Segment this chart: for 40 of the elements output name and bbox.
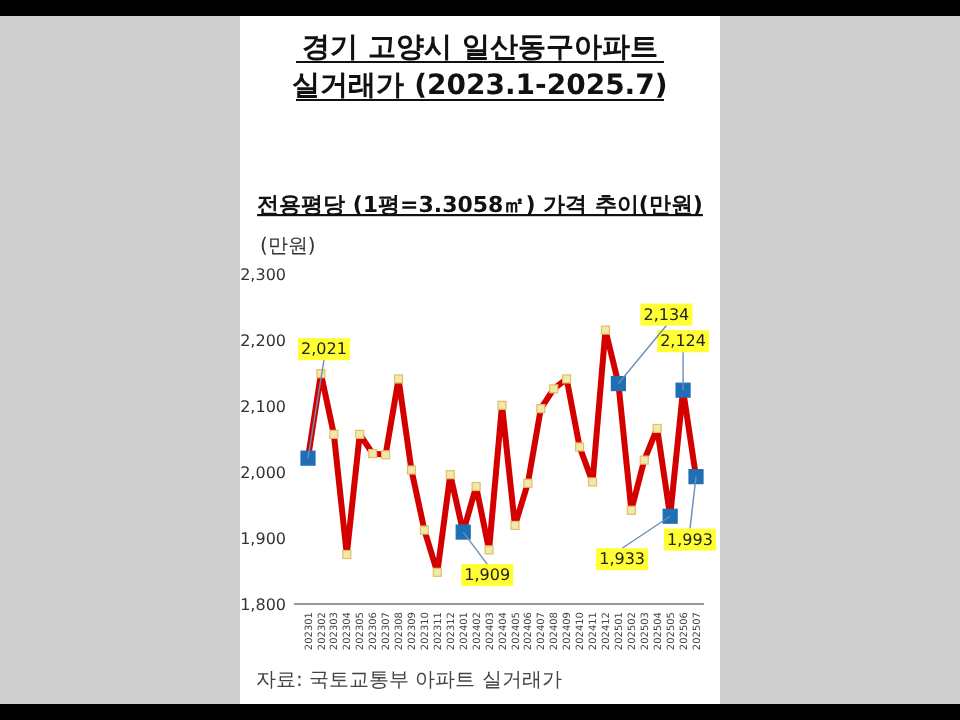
chart-subtitle: 전용평당 (1평=3.3058㎡) 가격 추이(만원) bbox=[257, 192, 703, 218]
point bbox=[652, 423, 662, 434]
y-tick-label: 2,300 bbox=[240, 266, 286, 284]
chart-title: 경기 고양시 일산동구아파트 실거래가 (2023.1-2025.7) bbox=[292, 32, 668, 102]
point bbox=[484, 545, 494, 555]
point bbox=[432, 567, 442, 577]
point bbox=[510, 520, 520, 531]
point bbox=[471, 481, 481, 492]
point bbox=[626, 505, 636, 515]
y-tick-label: 2,000 bbox=[240, 464, 286, 482]
data-label: 1,993 bbox=[667, 530, 713, 549]
data-label: 2,124 bbox=[660, 332, 706, 351]
point bbox=[406, 465, 417, 475]
point bbox=[355, 429, 365, 439]
point bbox=[587, 477, 598, 487]
point bbox=[381, 450, 391, 460]
point bbox=[562, 374, 572, 384]
point bbox=[445, 470, 455, 480]
point bbox=[368, 448, 378, 459]
point bbox=[342, 549, 352, 560]
data-label: 1,933 bbox=[599, 550, 646, 569]
point bbox=[393, 374, 404, 384]
point bbox=[523, 478, 533, 488]
data-label: 1,909 bbox=[464, 566, 511, 585]
text: 자료: 국토교통부 아파트 실거래가 bbox=[256, 670, 562, 692]
y-tick-label: 1,800 bbox=[240, 596, 286, 614]
data-label: 2,021 bbox=[301, 340, 347, 359]
point bbox=[549, 384, 559, 394]
y-tick-label: 2,200 bbox=[240, 332, 286, 350]
point bbox=[575, 442, 585, 452]
point bbox=[419, 525, 429, 535]
point bbox=[536, 404, 546, 414]
point bbox=[497, 400, 507, 410]
data-label: 2,134 bbox=[643, 305, 690, 324]
point bbox=[329, 429, 339, 439]
y-tick-label: 2,100 bbox=[240, 398, 286, 416]
point bbox=[639, 455, 649, 465]
y-axis-title: (만원) bbox=[260, 236, 316, 258]
y-tick-label: 1,900 bbox=[240, 530, 286, 548]
point bbox=[600, 325, 611, 335]
